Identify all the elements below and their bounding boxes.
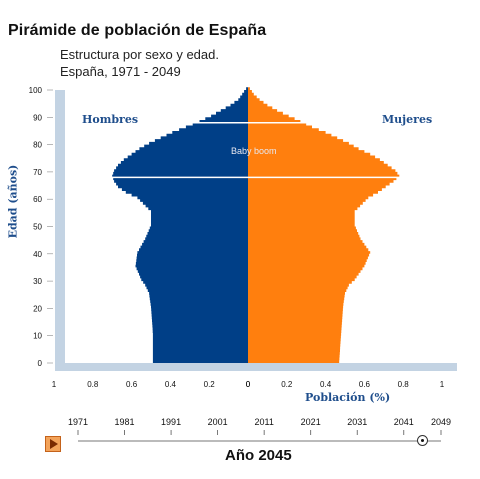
x-axis-band bbox=[55, 363, 457, 371]
legend-hombres: Hombres bbox=[82, 113, 139, 126]
y-tick-label-10: 10 bbox=[33, 332, 42, 341]
x-tick-label-8: 0.4 bbox=[320, 380, 332, 389]
y-axis-label: Edad (años) bbox=[6, 164, 20, 239]
x-tick-label-5: 0 bbox=[246, 380, 251, 389]
year-slider-track[interactable] bbox=[78, 440, 441, 442]
y-tick-label-20: 20 bbox=[33, 304, 42, 313]
chart-subtitle-line1: Estructura por sexo y edad. bbox=[60, 47, 219, 62]
x-tick-label-11: 1 bbox=[440, 380, 445, 389]
y-tick-label-60: 60 bbox=[33, 195, 42, 204]
slider-year-2021: 2021 bbox=[301, 417, 321, 427]
play-button[interactable] bbox=[45, 436, 61, 452]
series-hombres bbox=[112, 87, 248, 364]
slider-year-1981: 1981 bbox=[115, 417, 135, 427]
x-tick-label-0: 1 bbox=[52, 380, 57, 389]
y-axis-label-wrap: Edad (años) bbox=[3, 165, 23, 239]
x-tick-label-3: 0.4 bbox=[165, 380, 177, 389]
x-tick-label-10: 0.8 bbox=[398, 380, 410, 389]
y-tick-label-70: 70 bbox=[33, 168, 42, 177]
x-tick-label-9: 0.6 bbox=[359, 380, 371, 389]
current-year-label: Año 2045 bbox=[225, 447, 292, 464]
y-tick-label-80: 80 bbox=[33, 141, 42, 150]
y-tick-label-40: 40 bbox=[33, 250, 42, 259]
page-title: Pirámide de población de España bbox=[8, 22, 267, 39]
legend-mujeres: Mujeres bbox=[382, 113, 433, 126]
slider-year-1971: 1971 bbox=[68, 417, 88, 427]
slider-year-2041: 2041 bbox=[394, 417, 414, 427]
y-axis-band bbox=[55, 90, 65, 371]
x-axis-label: Población (%) bbox=[305, 391, 391, 404]
y-tick-label-90: 90 bbox=[33, 113, 42, 122]
baby-boom-annotation: Baby boom bbox=[231, 146, 277, 156]
series-mujeres bbox=[248, 87, 400, 364]
x-tick-label-1: 0.8 bbox=[87, 380, 99, 389]
year-slider-knob[interactable] bbox=[417, 435, 428, 446]
chart-subtitle-line2: España, 1971 - 2049 bbox=[60, 64, 181, 79]
slider-year-1991: 1991 bbox=[161, 417, 181, 427]
x-tick-label-4: 0.2 bbox=[204, 380, 216, 389]
y-tick-label-100: 100 bbox=[29, 86, 43, 95]
y-tick-label-30: 30 bbox=[33, 277, 42, 286]
y-tick-label-0: 0 bbox=[38, 359, 43, 368]
slider-year-2031: 2031 bbox=[347, 417, 367, 427]
y-tick-label-50: 50 bbox=[33, 223, 42, 232]
x-tick-label-7: 0.2 bbox=[281, 380, 293, 389]
slider-year-2049: 2049 bbox=[431, 417, 451, 427]
x-tick-label-6: 0 bbox=[246, 380, 251, 389]
slider-year-2001: 2001 bbox=[208, 417, 228, 427]
x-tick-label-2: 0.6 bbox=[126, 380, 138, 389]
slider-year-2011: 2011 bbox=[254, 417, 273, 427]
